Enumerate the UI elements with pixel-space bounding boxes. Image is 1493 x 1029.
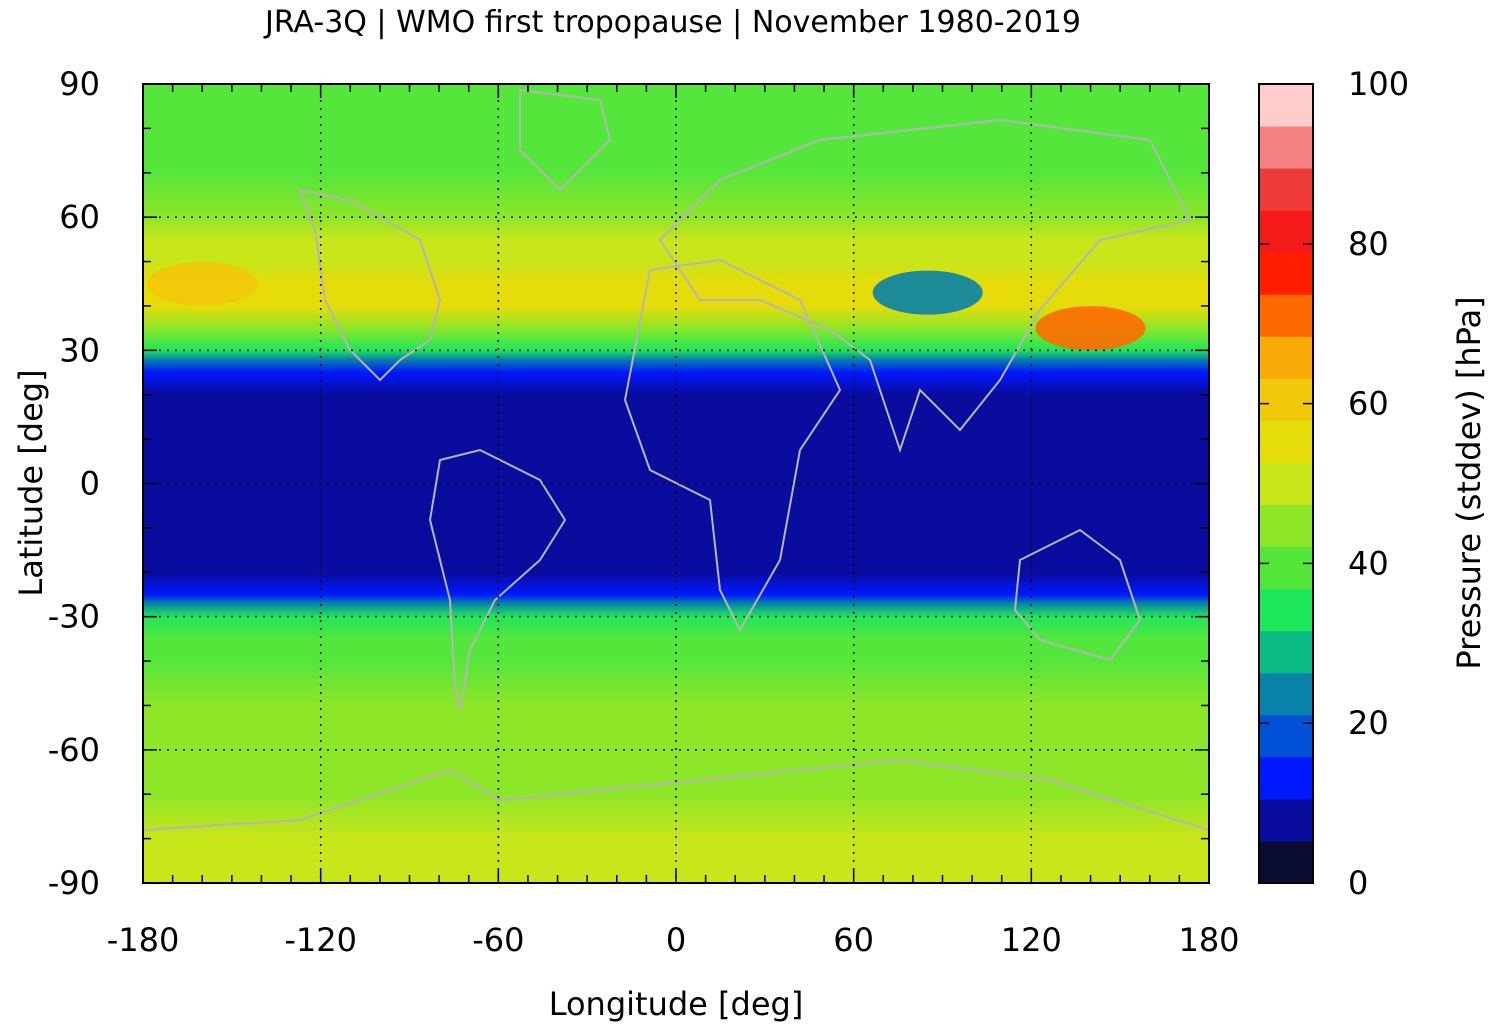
colorbar-tick-label-5: 100	[1348, 65, 1409, 103]
colorbar-band-13	[1259, 294, 1313, 337]
coastline-antarctica	[143, 758, 1209, 831]
feature-region-0	[147, 261, 258, 306]
x-axis-label: Longitude [deg]	[549, 985, 804, 1023]
colorbar-band-17	[1259, 126, 1313, 169]
x-tick-label-6: 180	[1178, 921, 1239, 959]
y-axis-label: Latitude [deg]	[12, 369, 50, 596]
y-tick-label-5: 60	[59, 198, 100, 236]
colorbar-frame	[1258, 83, 1314, 884]
feature-layer	[147, 261, 1146, 351]
colorbar-band-18	[1259, 84, 1313, 127]
colorbar-band-7	[1259, 546, 1313, 590]
tick-marks	[142, 83, 1210, 884]
x-tick-label-0: -180	[107, 921, 180, 959]
colorbar-tick-label-2: 40	[1348, 544, 1389, 582]
coastline-africa	[623, 258, 842, 633]
coastline-australia	[1013, 528, 1142, 662]
y-tick-label-6: 90	[59, 65, 100, 103]
chart-title: JRA-3Q | WMO first tropopause | November…	[263, 5, 1081, 40]
x-tick-label-2: -60	[472, 921, 524, 959]
colorbar-tick-label-0: 0	[1348, 864, 1368, 902]
colorbar-ticks: 0 20 40 60 80 100	[1259, 65, 1409, 902]
colorbar-tick-label-4: 80	[1348, 225, 1389, 263]
coastline-greenland	[519, 88, 612, 192]
x-tick-label-5: 120	[1001, 921, 1062, 959]
plot-area	[142, 83, 1210, 884]
y-tick-labels: -90 -60 -30 0 30 60 90	[48, 65, 100, 902]
coastline-eurasia	[658, 118, 1192, 454]
colorbar-band-6	[1259, 588, 1313, 632]
y-tick-label-4: 30	[59, 331, 100, 369]
coastline-outline	[143, 88, 1209, 831]
colorbar-tick-label-1: 20	[1348, 704, 1389, 742]
colorbar-bands	[1259, 84, 1313, 884]
colorbar-band-16	[1259, 168, 1313, 211]
colorbar-band-12	[1259, 336, 1313, 379]
coastline-south-america	[428, 448, 567, 711]
x-tick-label-1: -120	[284, 921, 357, 959]
grid-lines	[143, 84, 1209, 883]
colorbar-band-9	[1259, 462, 1313, 506]
colorbar-band-5	[1259, 630, 1313, 674]
colorbar-band-4	[1259, 672, 1313, 716]
x-tick-label-3: 0	[666, 921, 686, 959]
colorbar: 0 20 40 60 80 100 Pressure (stddev) [hPa]	[1258, 65, 1488, 902]
x-tick-label-4: 60	[833, 921, 874, 959]
colorbar-band-10	[1259, 420, 1313, 463]
y-tick-label-1: -60	[48, 731, 100, 769]
colorbar-band-15	[1259, 210, 1313, 253]
colorbar-band-8	[1259, 504, 1313, 548]
y-tick-label-2: -30	[48, 598, 100, 636]
feature-region-2	[872, 270, 983, 315]
feature-region-1	[1035, 306, 1146, 351]
colorbar-band-2	[1259, 756, 1313, 800]
colorbar-tick-label-3: 60	[1348, 385, 1389, 423]
y-tick-label-0: -90	[48, 864, 100, 902]
colorbar-band-1	[1259, 798, 1313, 842]
colorbar-label: Pressure (stddev) [hPa]	[1450, 296, 1488, 669]
colorbar-band-0	[1259, 840, 1313, 884]
coastline-north-america	[298, 188, 442, 382]
colorbar-band-14	[1259, 252, 1313, 295]
colorbar-band-3	[1259, 714, 1313, 758]
colorbar-band-11	[1259, 378, 1313, 421]
x-tick-labels: -180 -120 -60 0 60 120 180	[107, 921, 1240, 959]
y-tick-label-3: 0	[80, 465, 100, 503]
